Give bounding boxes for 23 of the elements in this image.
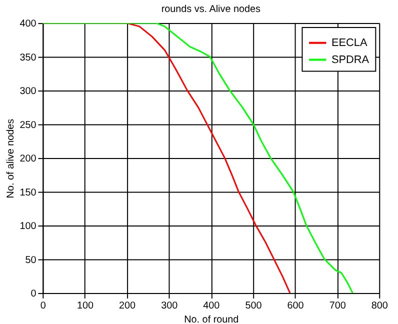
x-tick-label: 300 bbox=[161, 300, 178, 312]
y-tick-label: 150 bbox=[20, 187, 37, 198]
y-tick-label: 0 bbox=[30, 288, 37, 300]
y-tick-label: 250 bbox=[20, 120, 37, 131]
legend-label: EECLA bbox=[332, 36, 368, 49]
x-tick-label: 500 bbox=[245, 300, 262, 312]
x-tick-label: 600 bbox=[287, 300, 304, 312]
legend-label: SPDRA bbox=[332, 54, 370, 66]
y-tick-label: 50 bbox=[25, 254, 37, 266]
chart-title: rounds vs. Alive nodes bbox=[161, 4, 261, 16]
x-tick-label: 700 bbox=[329, 300, 346, 312]
x-tick-label: 0 bbox=[40, 300, 46, 312]
y-tick-label: 200 bbox=[20, 154, 37, 165]
y-tick-label: 300 bbox=[20, 86, 37, 98]
y-axis-title: No. of alive nodes bbox=[6, 118, 17, 198]
y-tick-label: 100 bbox=[20, 221, 37, 232]
x-tick-label: 800 bbox=[371, 300, 388, 312]
y-tick-label: 400 bbox=[20, 18, 37, 30]
x-tick-label: 200 bbox=[119, 300, 136, 312]
x-axis-title: No. of round bbox=[184, 314, 239, 324]
x-tick-label: 100 bbox=[76, 300, 94, 312]
y-tick-label: 350 bbox=[20, 52, 37, 64]
x-tick-label: 400 bbox=[203, 300, 220, 312]
